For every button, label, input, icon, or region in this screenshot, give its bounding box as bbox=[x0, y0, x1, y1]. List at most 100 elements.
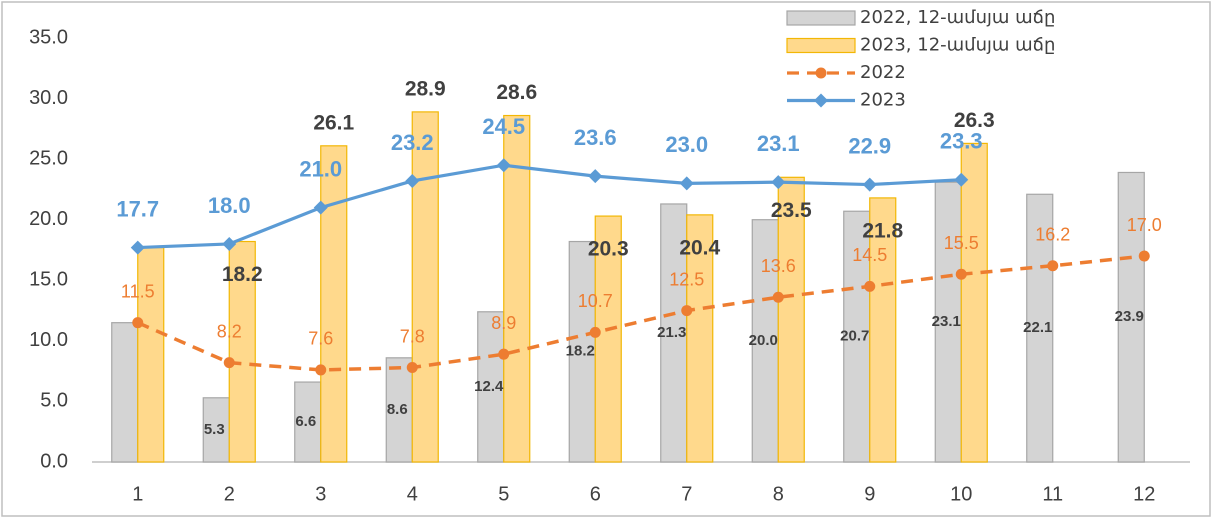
data-label: 17.7 bbox=[116, 196, 159, 221]
data-label: 23.3 bbox=[940, 129, 983, 154]
y-tick-label: 20.0 bbox=[29, 208, 68, 230]
bar bbox=[960, 142, 988, 463]
data-label: 20.3 bbox=[588, 238, 629, 261]
bar bbox=[228, 240, 256, 463]
marker bbox=[772, 291, 784, 303]
data-label: 20.4 bbox=[679, 236, 720, 259]
legend-label: 2023, 12-ամսյա աճը bbox=[860, 35, 1055, 56]
marker bbox=[223, 357, 235, 369]
data-label: 23.9 bbox=[1115, 308, 1144, 325]
marker bbox=[954, 172, 969, 187]
data-label: 14.5 bbox=[852, 245, 887, 265]
x-tick-label: 1 bbox=[132, 483, 143, 505]
data-label: 8.9 bbox=[491, 313, 516, 333]
marker bbox=[315, 364, 327, 376]
legend-swatch bbox=[786, 37, 856, 54]
data-label: 23.2 bbox=[391, 130, 434, 155]
data-label: 23.5 bbox=[771, 199, 812, 222]
data-label: 22.9 bbox=[848, 133, 891, 158]
marker bbox=[588, 169, 603, 184]
data-label: 15.5 bbox=[944, 233, 979, 253]
data-label: 18.2 bbox=[566, 343, 595, 360]
data-label: 23.0 bbox=[665, 132, 708, 157]
data-label: 6.6 bbox=[295, 413, 316, 430]
data-label: 23.6 bbox=[574, 125, 617, 150]
data-label: 12.4 bbox=[474, 378, 504, 395]
data-label: 10.7 bbox=[578, 291, 613, 311]
bar bbox=[934, 181, 962, 463]
data-label: 22.1 bbox=[1023, 319, 1052, 336]
data-label: 12.5 bbox=[669, 269, 704, 289]
marker bbox=[589, 326, 601, 338]
legend-label: 2023 bbox=[860, 90, 906, 111]
x-tick-label: 10 bbox=[950, 483, 972, 505]
data-label: 11.5 bbox=[121, 281, 155, 301]
bar bbox=[503, 114, 531, 463]
y-tick-label: 30.0 bbox=[29, 87, 68, 109]
x-tick-label: 6 bbox=[590, 483, 601, 505]
marker bbox=[496, 158, 511, 173]
x-tick-label: 5 bbox=[498, 483, 509, 505]
data-label: 26.1 bbox=[313, 111, 354, 134]
marker bbox=[1047, 260, 1059, 272]
bar bbox=[777, 176, 805, 463]
data-label: 21.0 bbox=[299, 156, 342, 181]
marker bbox=[405, 173, 420, 188]
data-label: 7.6 bbox=[308, 329, 333, 349]
marker bbox=[313, 200, 328, 215]
y-tick-label: 5.0 bbox=[40, 390, 68, 412]
x-tick-label: 9 bbox=[864, 483, 875, 505]
legend-label: 2022 bbox=[860, 62, 906, 83]
data-label: 28.9 bbox=[405, 77, 446, 100]
y-tick-label: 10.0 bbox=[29, 329, 68, 351]
legend-label: 2022, 12-ամսյա աճը bbox=[860, 7, 1055, 28]
marker bbox=[679, 176, 694, 191]
bar bbox=[294, 381, 322, 463]
legend-marker bbox=[815, 67, 827, 79]
data-label: 28.6 bbox=[496, 81, 537, 104]
marker bbox=[130, 240, 145, 255]
x-tick-label: 7 bbox=[681, 483, 692, 505]
x-tick-label: 11 bbox=[1042, 483, 1063, 505]
bar bbox=[686, 214, 714, 463]
marker bbox=[955, 268, 967, 280]
data-label: 21.8 bbox=[862, 219, 903, 242]
data-label: 20.0 bbox=[749, 332, 778, 349]
data-label: 5.3 bbox=[204, 421, 225, 438]
marker bbox=[406, 362, 418, 374]
bar bbox=[202, 397, 230, 463]
line bbox=[137, 163, 962, 250]
bar bbox=[1026, 193, 1054, 463]
bar bbox=[411, 111, 439, 463]
legend-marker bbox=[814, 93, 828, 108]
marker bbox=[862, 177, 877, 192]
data-label: 21.3 bbox=[657, 324, 686, 341]
data-label: 24.5 bbox=[482, 114, 525, 139]
data-label: 26.3 bbox=[954, 109, 995, 132]
marker bbox=[498, 348, 510, 360]
x-tick-label: 4 bbox=[407, 483, 418, 505]
marker bbox=[132, 317, 144, 329]
data-label: 23.1 bbox=[932, 313, 961, 330]
y-tick-label: 35.0 bbox=[29, 26, 68, 48]
x-tick-label: 3 bbox=[315, 483, 326, 505]
data-label: 18.0 bbox=[208, 193, 251, 218]
marker bbox=[681, 305, 693, 317]
x-tick-label: 8 bbox=[773, 483, 784, 505]
data-label: 17.0 bbox=[1127, 215, 1162, 235]
bar bbox=[111, 322, 139, 463]
data-label: 8.2 bbox=[217, 321, 242, 341]
y-tick-label: 25.0 bbox=[29, 147, 68, 169]
x-tick-label: 12 bbox=[1133, 483, 1155, 505]
marker bbox=[771, 175, 786, 190]
data-label: 8.6 bbox=[387, 401, 408, 418]
marker bbox=[864, 280, 876, 292]
bar bbox=[320, 145, 348, 463]
data-label: 16.2 bbox=[1035, 224, 1070, 244]
data-label: 13.6 bbox=[761, 256, 796, 276]
bar bbox=[137, 246, 165, 463]
marker bbox=[1138, 250, 1150, 262]
marker bbox=[222, 236, 237, 251]
